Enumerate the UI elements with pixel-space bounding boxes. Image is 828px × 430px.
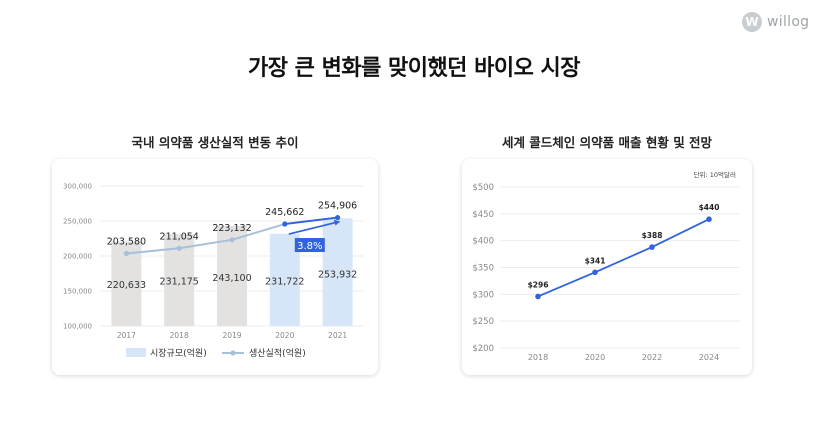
line-point: [592, 269, 598, 276]
y-tick-label: 150,000: [63, 288, 92, 296]
line-value-label: 211,054: [160, 231, 199, 242]
x-tick-label: 2017: [117, 331, 136, 340]
x-tick-label: 2021: [328, 331, 347, 340]
y-tick-label: $300: [472, 290, 494, 300]
series-line: [537, 218, 710, 298]
page-title: 가장 큰 변화를 맞이했던 바이오 시장: [248, 56, 580, 81]
right-chart-title: 세계 콜드체인 의약품 매출 현황 및 전망: [501, 135, 713, 150]
brand-logo: W willog: [742, 12, 809, 32]
line-value-label: 245,662: [265, 207, 304, 218]
x-tick-label: 2019: [222, 331, 241, 340]
line-point: [335, 214, 341, 221]
cold-chain-chart: $200 $250 $300 $350 $400 $450 $500 $296 $341 $388…: [472, 183, 740, 362]
bar-value-label: 231,175: [160, 277, 199, 288]
x-tick-label: 2024: [699, 353, 719, 362]
logo-text: willog: [767, 14, 810, 30]
line-point: [706, 216, 712, 222]
line-point: [123, 250, 129, 257]
series-line-highlight: [284, 216, 338, 226]
y-tick-label: $500: [472, 183, 494, 193]
line-point: [282, 221, 288, 227]
legend-bar-label: 시장규모(억원): [150, 347, 207, 359]
bar-value-label: 253,932: [318, 270, 357, 281]
y-tick-label: $350: [472, 264, 494, 274]
line-value-label: 203,580: [107, 236, 146, 247]
growth-arrow-head: [333, 219, 340, 226]
logo-icon: W: [742, 12, 762, 32]
bar: [269, 233, 300, 326]
left-chart-card: 100,000 150,000 200,000 250,000 300,000 220,6…: [52, 159, 378, 375]
production-chart: 100,000 150,000 200,000 250,000 300,000 220,6…: [63, 183, 364, 359]
y-tick-label: 200,000: [63, 253, 92, 261]
x-tick-label: 2018: [170, 331, 189, 340]
growth-badge: [294, 238, 325, 253]
bar-value-label: 243,100: [212, 273, 251, 284]
right-chart-card: 단위: 10억달러 $200 $250 $300 $350 $400 $450 $500 $2…: [462, 159, 752, 375]
bar: [217, 225, 247, 326]
y-tick-label: 300,000: [63, 183, 92, 191]
x-tick-label: 2022: [642, 353, 662, 362]
data-label: $296: [528, 280, 549, 289]
legend-bar-swatch: [126, 348, 146, 357]
y-tick-label: 100,000: [63, 323, 92, 331]
growth-arrow: [288, 220, 340, 235]
left-chart-title: 국내 의약품 생산실적 변동 추이: [131, 135, 299, 150]
data-label: $388: [642, 231, 663, 240]
bar-value-label: 220,633: [107, 280, 146, 291]
y-tick-label: $400: [472, 237, 494, 247]
x-tick-label: 2018: [528, 353, 548, 362]
line-point: [649, 244, 655, 250]
series-line: [126, 223, 286, 255]
line-point: [535, 293, 541, 300]
line-value-label: 254,906: [318, 201, 357, 212]
y-tick-label: $250: [472, 317, 494, 327]
y-tick-label: $450: [472, 210, 494, 220]
line-point: [229, 237, 235, 243]
x-tick-label: 2020: [275, 331, 294, 340]
x-tick-label: 2020: [585, 353, 605, 362]
bar: [322, 218, 353, 326]
legend-line-label: 생산실적(억원): [249, 347, 306, 359]
legend-line-marker: [230, 350, 236, 356]
line-point: [176, 245, 182, 251]
y-tick-label: 250,000: [63, 218, 92, 226]
data-label: $341: [585, 256, 606, 265]
unit-label: 단위: 10억달러: [693, 171, 736, 179]
y-tick-label: $200: [472, 344, 494, 354]
bar-value-label: 231,722: [265, 277, 304, 288]
line-value-label: 223,132: [212, 223, 251, 234]
data-label: $440: [699, 203, 720, 212]
growth-badge-label: 3.8%: [297, 241, 322, 252]
